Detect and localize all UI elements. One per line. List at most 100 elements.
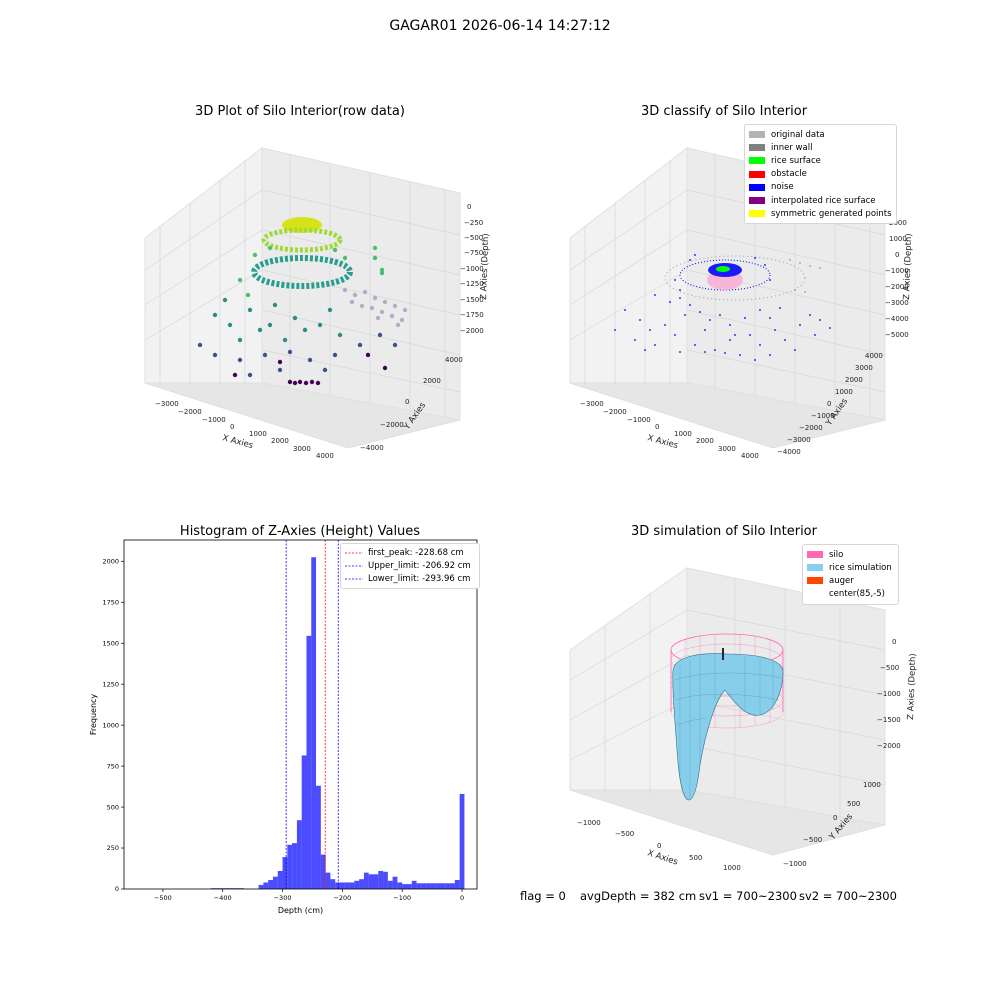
panel4-xtick: 0 (657, 842, 661, 850)
histogram-bar (368, 874, 374, 889)
histogram-bar (335, 882, 340, 889)
status-sv1: sv1 = 700~2300 (699, 889, 797, 903)
legend-item: auger (807, 574, 894, 587)
rice-surface-mesh (674, 655, 782, 798)
histogram-ylabel: Frequency (89, 694, 98, 736)
legend-label: auger (829, 575, 854, 586)
panel4-title: 3D simulation of Silo Interior (631, 524, 817, 539)
histogram-bar (225, 888, 230, 889)
panel1-floor-pane (144, 382, 461, 449)
legend-item: rice surface (749, 154, 892, 167)
panel1-ztick: 0 (467, 203, 471, 211)
histogram-bar (320, 854, 326, 889)
histogram-bar (210, 888, 216, 889)
panel1-grid (144, 154, 461, 417)
panel4-ytick: −1000 (783, 860, 807, 868)
panel4-ztick: −1000 (877, 690, 901, 698)
histogram-ytick-label: 1750 (102, 598, 119, 606)
histogram-ytick-label: 1500 (102, 639, 119, 647)
panel4-back-pane-left (569, 567, 688, 791)
legend-label: Upper_limit: -206.92 cm (368, 560, 471, 571)
panel2-ztick: −2000 (885, 283, 909, 291)
panel1-ztick: −2000 (460, 327, 484, 335)
panel1-ytick: −2000 (380, 421, 404, 429)
histogram-bar (411, 880, 417, 889)
panel2-ytick: −4000 (777, 448, 801, 456)
panel2-ytick: −2000 (799, 424, 823, 432)
legend-swatch (749, 131, 765, 139)
legend-item: interpolated rice surface (749, 194, 892, 207)
panel4-floor-pane (569, 789, 886, 856)
panel2-xtick: −1000 (627, 416, 651, 424)
histogram-bar (277, 870, 283, 889)
legend-line-sample (345, 565, 363, 567)
legend-label: rice simulation (829, 562, 892, 573)
panel2-ztick: 2000 (889, 219, 907, 227)
histogram-bar (263, 882, 269, 889)
panel2-rice-surface-points (716, 266, 730, 272)
legend-item: center(85,-5) (807, 588, 894, 601)
panel1-xtick: 3000 (293, 445, 311, 453)
panel1-upper-ring (261, 227, 343, 253)
panel2-title: 3D classify of Silo Interior (640, 104, 808, 119)
panel1-zlabel: Z Axies (Depth) (479, 233, 490, 300)
legend-label: noise (771, 182, 794, 193)
histogram-bar (416, 883, 422, 889)
histogram-bar (450, 883, 455, 889)
panel2-ytick: −1000 (811, 412, 835, 420)
histogram-bar (435, 883, 441, 889)
histogram-xtick-label: 0 (460, 894, 464, 902)
histogram-bar (430, 883, 436, 889)
legend-label: interpolated rice surface (771, 195, 876, 206)
legend-label: Lower_limit: -293.96 cm (368, 573, 471, 584)
histogram-bar (311, 557, 317, 889)
panel1-ztick: −1000 (460, 265, 484, 273)
panel2-ytick: 0 (827, 400, 831, 408)
legend-line-sample (345, 552, 363, 553)
panel4-3d-plot: −1000 −500 0 500 1000 X Axies −1000 −500… (569, 567, 918, 872)
status-sv2: sv2 = 700~2300 (799, 889, 897, 903)
panel1-ytick: 2000 (423, 377, 441, 385)
histogram-xtick-label: −500 (154, 894, 172, 902)
legend-label: rice surface (771, 155, 821, 166)
histogram-bar (426, 883, 431, 889)
histogram-bars (210, 557, 465, 889)
panel1-ztick: −500 (464, 234, 483, 242)
histogram-ytick-label: 1000 (102, 721, 119, 729)
histogram-bar (359, 879, 364, 889)
panel2-ztick: 0 (895, 251, 899, 259)
histogram-bar (392, 876, 398, 889)
rice-simulation-surface (672, 653, 784, 801)
panel2-zlabel: Z Axies (Depth) (902, 233, 914, 300)
status-flag: flag = 0 (520, 889, 566, 903)
legend-item: first_peak: -228.68 cm (345, 546, 475, 559)
legend-swatch (749, 183, 765, 191)
panel1-back-pane-left (144, 146, 263, 384)
panel1-ytick: 0 (405, 398, 409, 406)
histogram-xtick-label: −200 (333, 894, 351, 902)
panel4-ytick: 0 (833, 814, 837, 822)
panel2-ztick: −1000 (885, 267, 909, 275)
panel2-xtick: 0 (655, 423, 659, 431)
panel2-ytick: 4000 (865, 352, 883, 360)
panel4-xtick: −1000 (577, 819, 601, 827)
histogram-bar (234, 888, 240, 889)
panel2-ytick: −3000 (787, 436, 811, 444)
histogram-ytick-label: 0 (115, 885, 119, 893)
histogram-bar (445, 883, 451, 889)
histogram-bar (296, 820, 302, 889)
panel2-xtick: −2000 (603, 408, 627, 416)
histogram-bar (397, 882, 403, 889)
panel2-xtick: −3000 (580, 400, 604, 408)
legend-label: center(85,-5) (829, 589, 885, 600)
panel2-inner-wall-points (664, 255, 806, 301)
histogram-bar (344, 882, 350, 889)
panel2-back-pane-left (569, 146, 688, 384)
panel1-xtick: 1000 (249, 430, 267, 438)
histogram-bar (239, 888, 245, 889)
histogram-bar (383, 871, 388, 889)
histogram-x-ticks: −500 −400 −300 −200 −100 0 (154, 889, 464, 902)
legend-item: Lower_limit: -293.96 cm (345, 572, 475, 585)
panel1-middle-ring (251, 255, 353, 289)
histogram-y-ticks: 0 250 500 750 1000 1250 1500 1750 2000 (102, 558, 124, 893)
